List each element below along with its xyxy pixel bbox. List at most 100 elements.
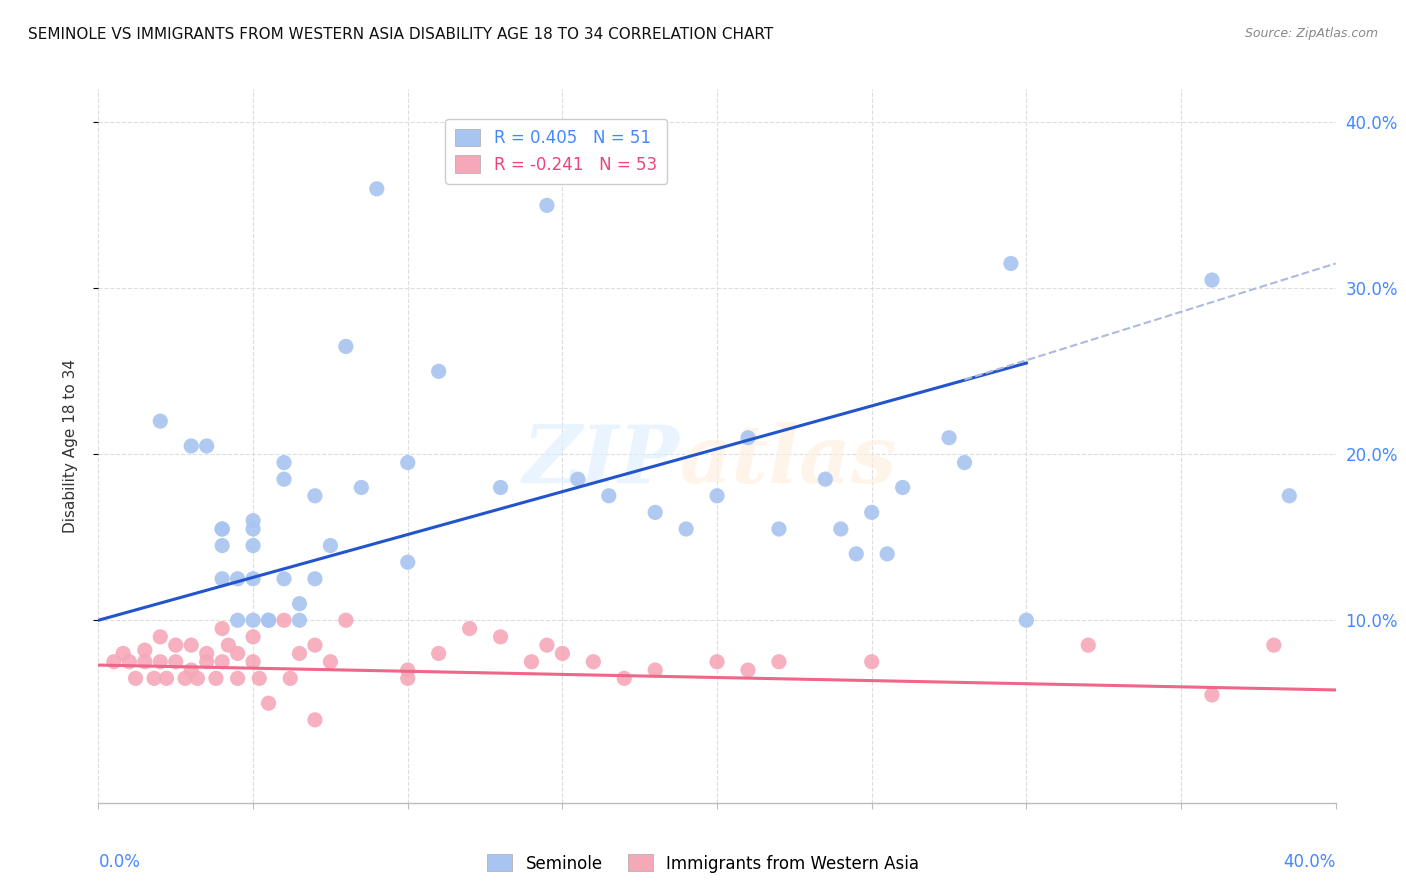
Point (396, 555, 419, 569)
Point (288, 597, 311, 611)
Point (211, 572, 233, 586)
Text: 0.0%: 0.0% (98, 853, 141, 871)
Point (134, 655, 156, 669)
Point (242, 514, 264, 528)
Point (860, 655, 883, 669)
Point (396, 671, 419, 685)
Point (112, 647, 135, 661)
Point (217, 638, 239, 652)
Point (165, 638, 187, 652)
Point (644, 505, 666, 519)
Point (876, 547, 898, 561)
Point (304, 713, 326, 727)
Point (891, 481, 914, 495)
Point (1077, 638, 1099, 652)
Point (304, 489, 326, 503)
Point (242, 572, 264, 586)
Point (211, 539, 233, 553)
Y-axis label: Disability Age 18 to 34: Disability Age 18 to 34 (63, 359, 77, 533)
Point (205, 671, 228, 685)
Point (644, 663, 666, 677)
Point (938, 431, 960, 445)
Point (242, 613, 264, 627)
Point (1015, 613, 1038, 627)
Point (211, 522, 233, 536)
Text: SEMINOLE VS IMMIGRANTS FROM WESTERN ASIA DISABILITY AGE 18 TO 34 CORRELATION CHA: SEMINOLE VS IMMIGRANTS FROM WESTERN ASIA… (28, 27, 773, 42)
Point (273, 472, 295, 486)
Point (226, 572, 249, 586)
Point (257, 613, 280, 627)
Point (180, 638, 202, 652)
Point (350, 481, 373, 495)
Point (582, 655, 605, 669)
Point (143, 671, 166, 685)
Point (520, 655, 543, 669)
Point (1201, 273, 1223, 287)
Point (319, 539, 342, 553)
Point (247, 671, 270, 685)
Point (706, 655, 728, 669)
Point (180, 663, 202, 677)
Point (814, 472, 837, 486)
Point (226, 671, 249, 685)
Point (551, 647, 574, 661)
Point (304, 638, 326, 652)
Point (335, 613, 357, 627)
Point (226, 647, 249, 661)
Point (134, 643, 156, 657)
Point (149, 655, 172, 669)
Point (613, 671, 636, 685)
Point (211, 655, 233, 669)
Point (149, 414, 172, 428)
Point (458, 622, 481, 636)
Point (257, 696, 280, 710)
Point (195, 647, 218, 661)
Point (1000, 256, 1022, 270)
Point (1201, 688, 1223, 702)
Point (953, 456, 976, 470)
Point (155, 671, 177, 685)
Point (278, 671, 301, 685)
Point (737, 431, 759, 445)
Legend: R = 0.405   N = 51, R = -0.241   N = 53: R = 0.405 N = 51, R = -0.241 N = 53 (446, 119, 666, 184)
Point (273, 572, 295, 586)
Point (860, 505, 883, 519)
Point (598, 489, 620, 503)
Text: ZIP: ZIP (523, 422, 681, 499)
Text: Source: ZipAtlas.com: Source: ZipAtlas.com (1244, 27, 1378, 40)
Point (180, 439, 202, 453)
Point (567, 472, 589, 486)
Point (427, 364, 450, 378)
Point (195, 655, 218, 669)
Point (211, 622, 233, 636)
Point (149, 630, 172, 644)
Point (304, 572, 326, 586)
Point (103, 655, 125, 669)
Point (226, 613, 249, 627)
Point (288, 647, 311, 661)
Point (768, 522, 790, 536)
Point (288, 613, 311, 627)
Legend: Seminole, Immigrants from Western Asia: Seminole, Immigrants from Western Asia (481, 847, 925, 880)
Point (273, 456, 295, 470)
Point (186, 671, 208, 685)
Point (1278, 489, 1301, 503)
Point (737, 663, 759, 677)
Point (675, 522, 697, 536)
Point (396, 456, 419, 470)
Point (242, 630, 264, 644)
Point (427, 647, 450, 661)
Point (242, 539, 264, 553)
Point (242, 655, 264, 669)
Point (165, 655, 187, 669)
Point (830, 522, 852, 536)
Point (536, 198, 558, 212)
Point (257, 613, 280, 627)
Point (536, 638, 558, 652)
Point (242, 522, 264, 536)
Point (211, 522, 233, 536)
Text: atlas: atlas (681, 422, 897, 499)
Point (1263, 638, 1285, 652)
Point (366, 182, 388, 196)
Point (124, 671, 146, 685)
